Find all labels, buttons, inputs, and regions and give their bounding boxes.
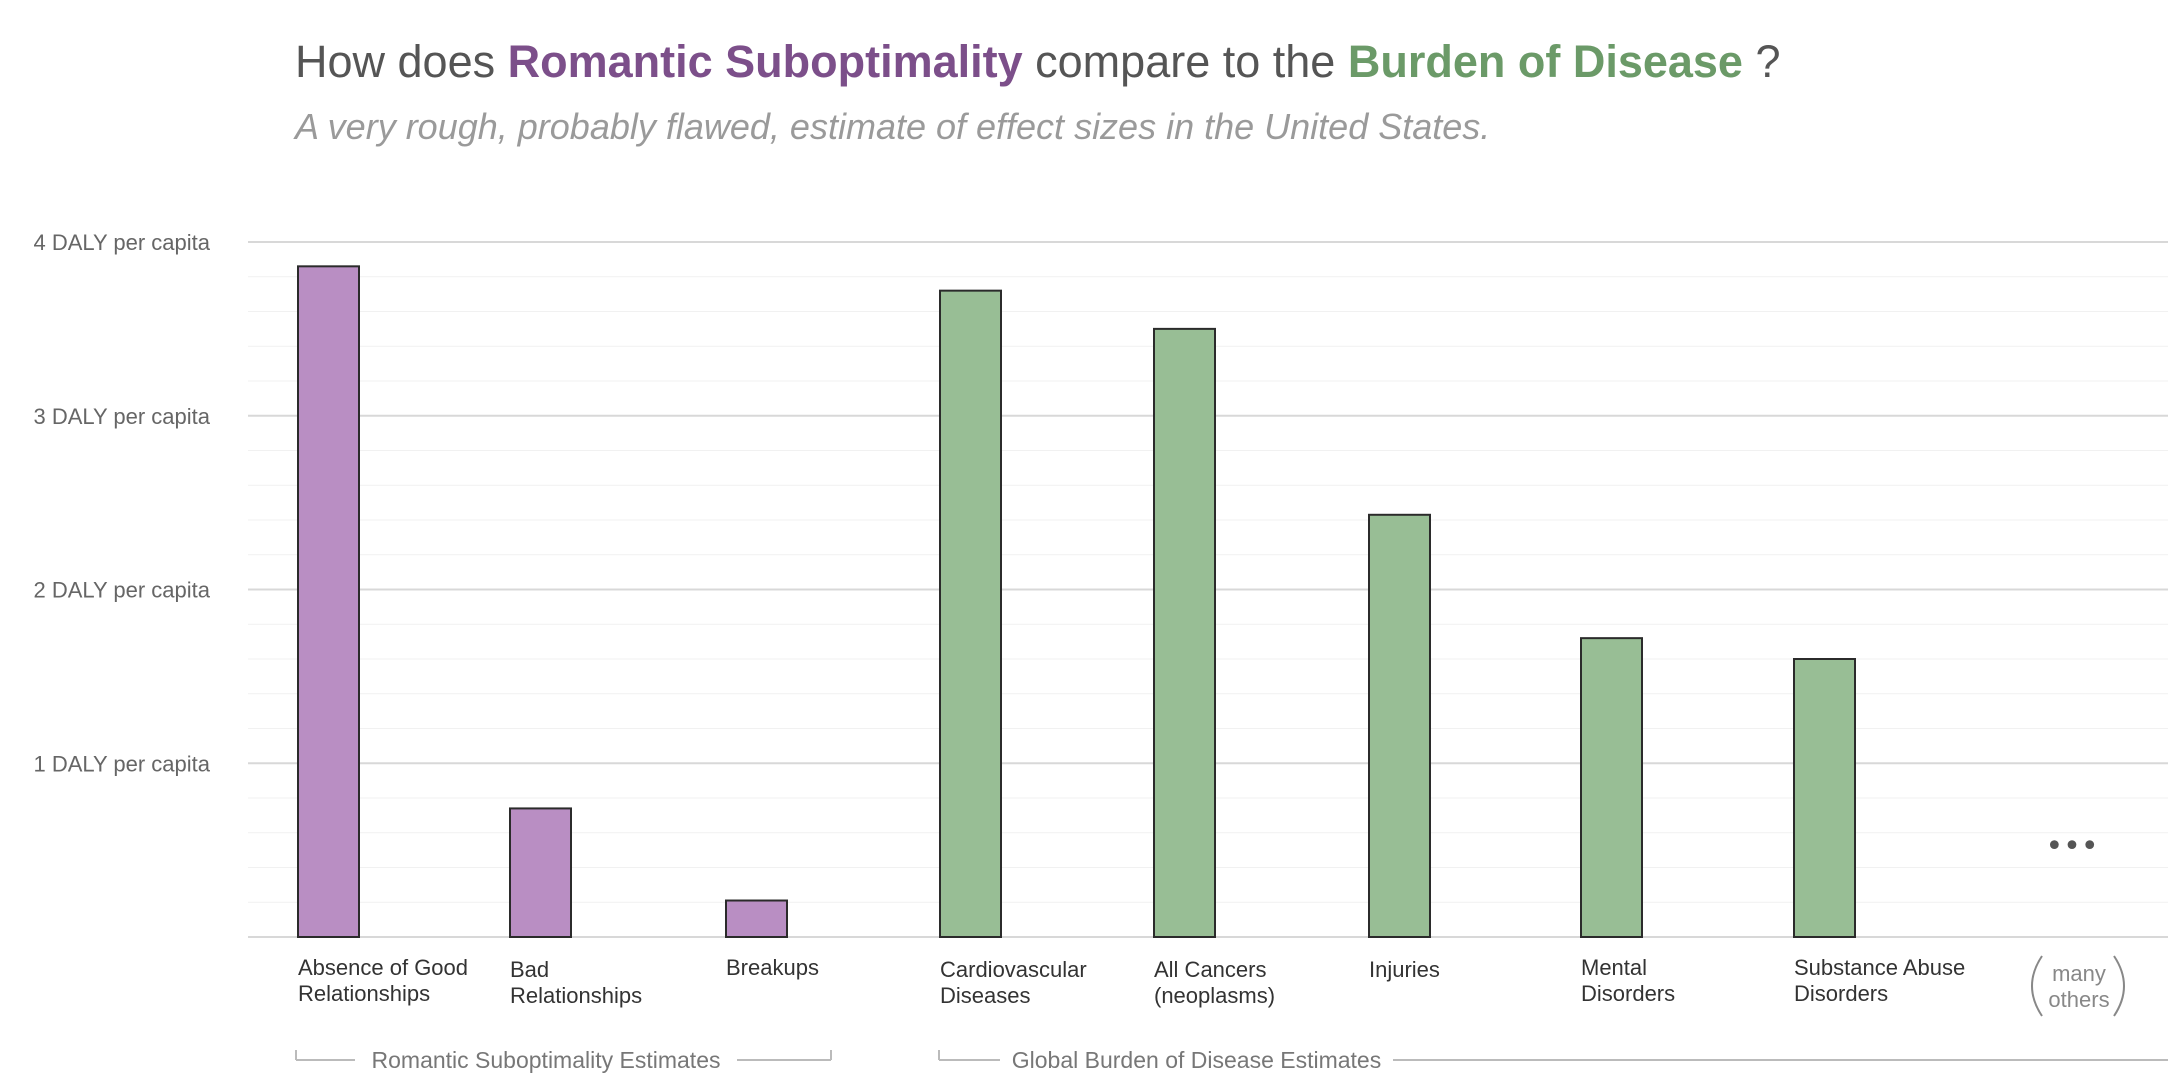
y-tick-label: 1 DALY per capita — [33, 751, 210, 776]
bar — [1153, 327, 1216, 938]
chart-title: How does Romantic Suboptimality compare … — [295, 36, 1781, 88]
category-label: Disorders — [1581, 981, 1675, 1006]
category-label: Injuries — [1369, 957, 1440, 982]
y-tick-label: 2 DALY per capita — [33, 578, 210, 603]
bar — [297, 265, 360, 938]
bar — [725, 899, 788, 939]
title-suffix: ? — [1742, 36, 1781, 87]
bar — [509, 807, 572, 938]
category-label: Mental — [1581, 955, 1647, 980]
title-prefix: How does — [295, 36, 508, 87]
group-romantic-label: Romantic Suboptimality Estimates — [372, 1047, 721, 1073]
right-paren — [2113, 955, 2125, 1017]
category-label: Relationships — [510, 983, 642, 1008]
category-label: Substance Abuse — [1794, 955, 1965, 980]
title-highlight-romantic: Romantic Suboptimality — [507, 36, 1023, 87]
category-label: All Cancers — [1154, 957, 1266, 982]
bar — [1580, 637, 1643, 939]
more-indicator: ••• — [2045, 829, 2098, 864]
category-label: Diseases — [940, 983, 1030, 1008]
category-label: Absence of Good — [298, 955, 468, 980]
group-disease-label: Global Burden of Disease Estimates — [1012, 1047, 1381, 1073]
y-tick-label: 3 DALY per capita — [33, 404, 210, 429]
bar — [939, 289, 1002, 938]
chart-subtitle: A very rough, probably flawed, estimate … — [295, 106, 1491, 147]
y-tick-label: 4 DALY per capita — [33, 230, 210, 255]
category-label: (neoplasms) — [1154, 983, 1275, 1008]
category-label: Disorders — [1794, 981, 1888, 1006]
category-label: Relationships — [298, 981, 430, 1006]
more-label: many — [2052, 961, 2106, 986]
more-label: others — [2048, 987, 2109, 1012]
category-label: Bad — [510, 957, 549, 982]
bar — [1793, 658, 1856, 938]
left-paren — [2031, 955, 2043, 1017]
title-middle: compare to the — [1022, 36, 1348, 87]
bar — [1368, 513, 1431, 938]
category-label: Cardiovascular — [940, 957, 1087, 982]
category-label: Breakups — [726, 955, 819, 980]
title-highlight-disease: Burden of Disease — [1347, 36, 1743, 87]
